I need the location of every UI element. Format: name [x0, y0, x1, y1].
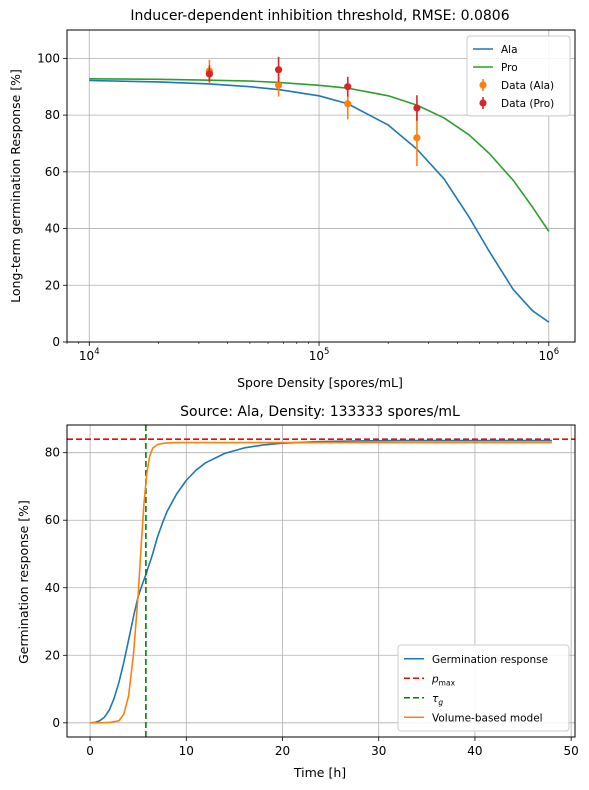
- legend-label-symbol: p: [431, 673, 439, 685]
- top-chart-legend: Ala Pro Data (Ala) Data (Pro): [466, 35, 571, 117]
- y-tick-label: 80: [45, 108, 60, 122]
- x-tick-label: 30: [371, 744, 386, 758]
- data-point-data-pro: [274, 66, 283, 74]
- x-tick-label: 40: [467, 744, 482, 758]
- x-tick-label-base: 10: [79, 349, 94, 363]
- legend-handle-marker: [479, 81, 487, 89]
- data-point-data-pro: [205, 70, 214, 78]
- bottom-chart-frame: [66, 424, 576, 738]
- y-tick-label: 0: [52, 716, 60, 730]
- y-tick-label: 0: [52, 335, 60, 349]
- x-tick-label-base: 10: [309, 349, 324, 363]
- y-tick-label: 60: [45, 165, 60, 179]
- top-chart-plot-area: [89, 56, 550, 323]
- series-line-ala: [89, 79, 550, 323]
- y-tick-label: 100: [37, 51, 60, 65]
- legend-label-symbol: τ: [432, 693, 439, 705]
- legend-handle-marker: [479, 99, 487, 107]
- top-chart-y-axis-label: Long-term germination Response [%]: [8, 69, 23, 303]
- top-chart-frame: [66, 29, 576, 343]
- legend-box: [466, 35, 571, 117]
- y-tick-label: 20: [45, 278, 60, 292]
- legend-label: Ala: [501, 44, 518, 56]
- legend-label: Volume-based model: [432, 712, 543, 724]
- legend-label: τg: [432, 693, 443, 707]
- x-tick-label: 106: [538, 347, 559, 363]
- bottom-chart-title: Source: Ala, Density: 133333 spores/mL: [180, 404, 460, 420]
- y-tick-label: 40: [45, 222, 60, 236]
- y-tick-label: 80: [45, 446, 60, 460]
- data-point-data-pro: [413, 104, 421, 112]
- bottom-chart-ticks: 0 10 20 30 40 50 0 20 40 60 80: [45, 446, 579, 758]
- x-tick-label-exponent: 5: [324, 347, 329, 357]
- x-tick-label-exponent: 6: [554, 347, 559, 357]
- data-point-data-ala: [413, 134, 421, 142]
- data-point-data-pro: [344, 83, 352, 91]
- series-line-volume-based-model: [90, 441, 552, 724]
- y-tick-label: 20: [45, 648, 60, 662]
- bottom-chart: 0 10 20 30 40 50 0 20 40 60 80 Source: Ala, Densit…: [16, 404, 579, 780]
- top-chart-title: Inducer-dependent inhibition threshold, …: [130, 8, 509, 24]
- x-tick-label: 10: [179, 744, 194, 758]
- legend-label-subscript: g: [438, 698, 443, 707]
- y-tick-label: 40: [45, 581, 60, 595]
- legend-label: Germination response: [432, 654, 548, 666]
- legend-label-subscript: max: [439, 678, 456, 687]
- legend-label: Pro: [501, 62, 518, 74]
- series-line-pro: [89, 77, 550, 232]
- x-tick-label: 0: [86, 744, 94, 758]
- bottom-chart-plot-area: [67, 425, 575, 737]
- x-tick-label: 50: [564, 744, 579, 758]
- data-point-data-ala: [344, 100, 352, 108]
- y-tick-label: 60: [45, 513, 60, 527]
- legend-box: [397, 644, 570, 732]
- top-chart-x-axis-label: Spore Density [spores/mL]: [237, 375, 403, 390]
- legend-label: Data (Pro): [501, 98, 554, 110]
- x-tick-label-exponent: 4: [94, 347, 99, 357]
- bottom-chart-x-axis-label: Time [h]: [293, 765, 346, 780]
- bottom-chart-y-axis-label: Germination response [%]: [16, 500, 31, 664]
- legend-label: pmax: [431, 673, 456, 687]
- data-point-data-ala: [274, 81, 283, 89]
- legend-label: Data (Ala): [501, 80, 554, 92]
- x-tick-label: 105: [309, 347, 330, 363]
- x-tick-label: 20: [275, 744, 290, 758]
- x-tick-label-base: 10: [538, 349, 553, 363]
- x-tick-label: 104: [79, 347, 100, 363]
